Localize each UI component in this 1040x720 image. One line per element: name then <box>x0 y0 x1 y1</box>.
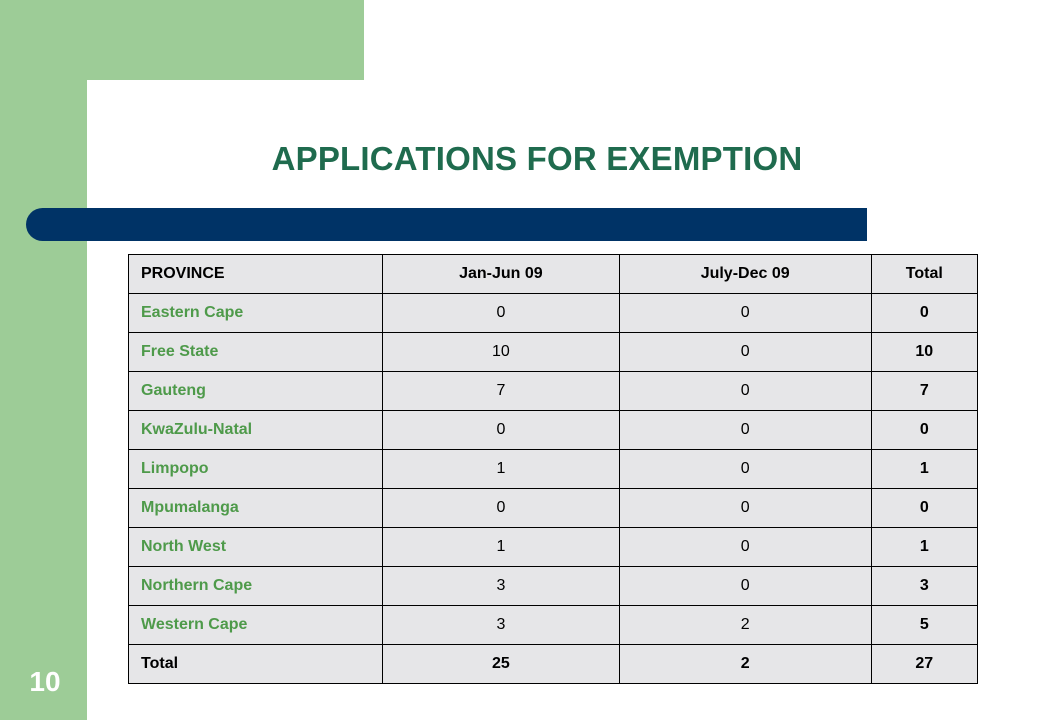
header-july-dec: July-Dec 09 <box>618 254 872 294</box>
exemption-table: PROVINCE Jan-Jun 09 July-Dec 09 Total Ea… <box>128 254 979 684</box>
jan-jun-cell: 0 <box>382 410 620 450</box>
total-cell: 1 <box>870 527 979 567</box>
province-cell: Limpopo <box>128 449 383 489</box>
july-dec-cell: 0 <box>618 332 872 372</box>
province-cell: Gauteng <box>128 371 383 411</box>
table-row: Eastern Cape 0 0 0 <box>128 293 979 333</box>
header-total: Total <box>870 254 979 294</box>
jan-jun-total-cell: 25 <box>382 644 620 684</box>
table-row: Free State 10 0 10 <box>128 332 979 372</box>
table-total-row: Total 25 2 27 <box>128 644 979 684</box>
total-label-cell: Total <box>128 644 383 684</box>
july-dec-cell: 0 <box>618 449 872 489</box>
july-dec-cell: 0 <box>618 488 872 528</box>
july-dec-cell: 0 <box>618 371 872 411</box>
july-dec-cell: 2 <box>618 605 872 645</box>
table-header-row: PROVINCE Jan-Jun 09 July-Dec 09 Total <box>128 254 979 294</box>
total-cell: 0 <box>870 293 979 333</box>
header-province: PROVINCE <box>128 254 383 294</box>
table-row: Gauteng 7 0 7 <box>128 371 979 411</box>
green-sidebar <box>0 0 87 720</box>
table-row: KwaZulu-Natal 0 0 0 <box>128 410 979 450</box>
jan-jun-cell: 3 <box>382 566 620 606</box>
jan-jun-cell: 0 <box>382 488 620 528</box>
total-cell: 7 <box>870 371 979 411</box>
total-cell: 5 <box>870 605 979 645</box>
slide-title: APPLICATIONS FOR EXEMPTION <box>271 140 803 177</box>
total-cell: 0 <box>870 410 979 450</box>
province-cell: KwaZulu-Natal <box>128 410 383 450</box>
jan-jun-cell: 10 <box>382 332 620 372</box>
header-jan-jun: Jan-Jun 09 <box>382 254 620 294</box>
july-dec-total-cell: 2 <box>618 644 872 684</box>
jan-jun-cell: 0 <box>382 293 620 333</box>
table-row: Limpopo 1 0 1 <box>128 449 979 489</box>
july-dec-cell: 0 <box>618 410 872 450</box>
total-cell: 0 <box>870 488 979 528</box>
july-dec-cell: 0 <box>618 293 872 333</box>
slide-number: 10 <box>29 666 61 697</box>
province-cell: Mpumalanga <box>128 488 383 528</box>
jan-jun-cell: 7 <box>382 371 620 411</box>
province-cell: Eastern Cape <box>128 293 383 333</box>
province-cell: North West <box>128 527 383 567</box>
total-cell: 3 <box>870 566 979 606</box>
green-top-band <box>0 0 364 80</box>
jan-jun-cell: 3 <box>382 605 620 645</box>
july-dec-cell: 0 <box>618 566 872 606</box>
table-row: Northern Cape 3 0 3 <box>128 566 979 606</box>
total-cell: 1 <box>870 449 979 489</box>
title-underline-bar <box>26 208 867 241</box>
table-row: Mpumalanga 0 0 0 <box>128 488 979 528</box>
table-row: North West 1 0 1 <box>128 527 979 567</box>
jan-jun-cell: 1 <box>382 449 620 489</box>
total-cell: 10 <box>870 332 979 372</box>
july-dec-cell: 0 <box>618 527 872 567</box>
grand-total-cell: 27 <box>870 644 979 684</box>
table-row: Western Cape 3 2 5 <box>128 605 979 645</box>
province-cell: Free State <box>128 332 383 372</box>
jan-jun-cell: 1 <box>382 527 620 567</box>
province-cell: Northern Cape <box>128 566 383 606</box>
province-cell: Western Cape <box>128 605 383 645</box>
